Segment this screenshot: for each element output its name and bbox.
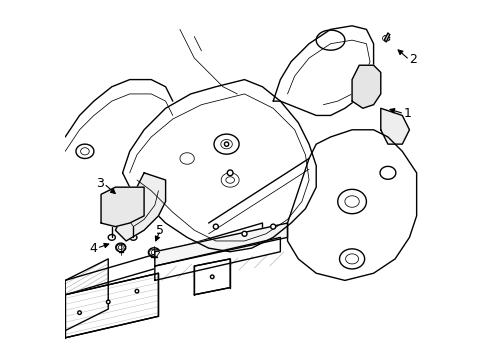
Polygon shape xyxy=(155,237,280,280)
Polygon shape xyxy=(194,259,230,295)
Polygon shape xyxy=(122,80,316,252)
Polygon shape xyxy=(384,33,389,42)
Circle shape xyxy=(106,300,110,304)
Polygon shape xyxy=(65,273,158,338)
Circle shape xyxy=(210,275,214,279)
Polygon shape xyxy=(380,108,408,144)
Text: 4: 4 xyxy=(89,242,97,255)
Circle shape xyxy=(227,170,233,176)
Circle shape xyxy=(242,231,246,236)
Circle shape xyxy=(224,142,228,146)
Polygon shape xyxy=(101,187,144,226)
Circle shape xyxy=(213,224,218,229)
Polygon shape xyxy=(287,130,416,280)
Text: 2: 2 xyxy=(408,53,416,66)
Polygon shape xyxy=(273,26,373,116)
Text: 5: 5 xyxy=(156,224,164,237)
Text: 3: 3 xyxy=(96,177,104,190)
Circle shape xyxy=(78,311,81,315)
Polygon shape xyxy=(115,173,165,241)
Polygon shape xyxy=(351,65,380,108)
Text: 1: 1 xyxy=(403,107,411,120)
Circle shape xyxy=(135,289,139,293)
Polygon shape xyxy=(155,223,287,266)
Polygon shape xyxy=(65,259,108,330)
Circle shape xyxy=(270,224,275,229)
